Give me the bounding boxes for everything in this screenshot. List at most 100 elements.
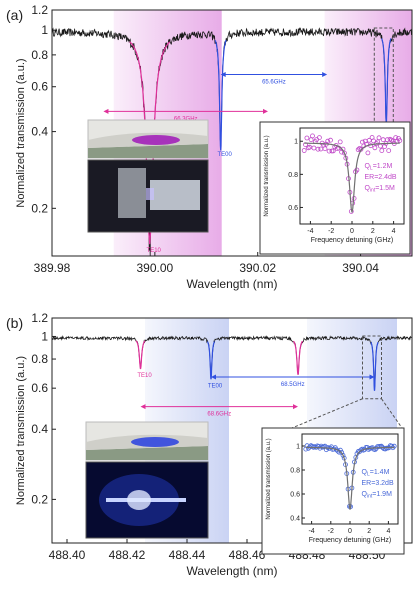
y-tick-label: 0.8 [31,48,48,62]
inset-data-point [386,148,392,154]
q-intrinsic-part: Q [362,491,368,498]
inset-y-tick-label: 0.6 [290,492,300,499]
y-tick-label: 1 [41,23,48,37]
resonance-dip [129,41,171,245]
arrow-head [220,72,226,78]
x-axis-label: Wavelength (nm) [187,564,278,578]
plot-frame [51,317,413,544]
inset-x-tick-label: 4 [392,228,396,235]
inset-x-tick-label: -2 [328,228,334,235]
inset-y-tick-label: 1 [294,139,298,146]
chip-stage [150,180,200,210]
inset-data-point [354,167,360,173]
plot-frame [51,9,413,257]
y-tick-label: 0.4 [31,125,48,139]
inset-x-axis-label: Frequency detuning (GHz) [311,237,393,244]
inset-y-axis-label: Normalized transmission (a.u.) [264,135,270,216]
y-axis-label: Normalized transmission (a.u.) [15,356,27,505]
resonance-dip [135,340,146,370]
inset-data-point [322,146,328,152]
q-loaded-part: Q [364,163,370,170]
inset-data-point [337,139,343,145]
q-loaded-part: L [367,472,370,478]
arrow-head [322,72,328,78]
x-tick-label: 390.00 [137,261,174,275]
panel-label: (a) [6,7,23,23]
inset-fit-line [304,142,400,213]
resonance-dip [214,39,227,151]
inset-data-point [376,135,382,141]
arrow-head [211,374,216,380]
panel-a: (a) 0.2 0.4 0.6 0.8 1 1.2 389.98 390.00 390.02 390… [6,3,413,291]
inset-fit-line [305,446,395,510]
inset-data-point [325,138,331,144]
y-tick-label: 1 [41,329,48,343]
q-intrinsic-part: =1.5M [375,185,395,192]
q-intrinsic-label: Qint=1.5M [364,185,395,194]
y-tick-label: 0.2 [31,492,48,506]
arrow-head [293,404,298,410]
q-intrinsic-part: int [367,494,373,500]
inset-data-point [341,150,347,156]
arrow-head [103,108,109,114]
zoom-box [362,335,382,400]
q-loaded-label: QL=1.4M [362,469,390,478]
inset-data-point [305,445,311,451]
light-spot [127,490,151,510]
inset-x-tick-label: -2 [328,528,334,535]
substrate [86,446,208,460]
fsr-label: 66.3GHz [174,116,198,122]
zoom-connector [381,398,403,429]
x-tick-label: 390.04 [342,261,379,275]
inset-data-point [316,135,322,141]
resonance-dip [206,341,216,380]
inset-chart: -4 -2 0 2 4 0.6 0.8 1 Frequency detuning (GHz) No… [259,121,411,255]
resonance-dip [370,341,379,391]
inset-data-point [340,452,346,458]
inset-x-tick-label: 2 [367,528,371,535]
fsr-label: 65.6GHz [262,80,286,86]
inset-data-point [355,147,361,153]
x-tick-label: 488.40 [49,548,86,562]
mode-profile [132,135,180,145]
inset-data-point [315,146,321,152]
spectrum-line [51,335,413,389]
inset-data-point [339,450,345,455]
fiber-holder [118,168,146,218]
inset-chart: -4 -2 0 2 4 0.4 0.6 0.8 1 Frequency detuning (GHz… [261,427,405,555]
extinction-ratio-label: ER=3.2dB [362,480,394,487]
fsr-label: 68.5GHz [281,382,305,388]
x-tick-label: 488.44 [169,548,206,562]
q-intrinsic-part: Q [364,185,370,192]
y-tick-label: 1.2 [31,3,48,17]
inset-data-point [365,150,371,156]
mode-profile [131,437,179,447]
substrate [88,144,208,158]
inset-x-tick-label: 2 [371,228,375,235]
inset-data-point [372,145,378,151]
extinction-ratio-label: ER=2.4dB [364,174,396,181]
q-loaded-label: QL=1.2M [364,163,392,172]
q-loaded-part: L [370,166,373,172]
x-tick-label: 488.46 [229,548,266,562]
x-tick-label: 390.02 [239,261,276,275]
mode-label: TE00 [218,152,233,158]
y-tick-label: 0.2 [31,201,48,215]
y-tick-label: 0.4 [31,422,48,436]
y-tick-label: 0.6 [31,381,48,395]
inset-y-axis-label: Normalized transmission (a.u.) [266,438,272,519]
x-axis-label: Wavelength (nm) [187,277,278,291]
inset-data-point [330,148,336,154]
spectrum-line [51,27,413,257]
resonance-dip [293,340,303,375]
zoom-connector [291,398,363,429]
inset-y-tick-label: 0.8 [290,468,300,475]
inset-data-point [391,443,397,449]
light-spot [146,188,154,200]
inset-data-point [310,133,315,139]
q-intrinsic-part: int [370,188,376,194]
y-tick-label: 1.2 [31,311,48,325]
inset-data-point [311,145,317,151]
mode-label: TE10 [147,248,162,254]
x-tick-label: 389.98 [34,261,71,275]
